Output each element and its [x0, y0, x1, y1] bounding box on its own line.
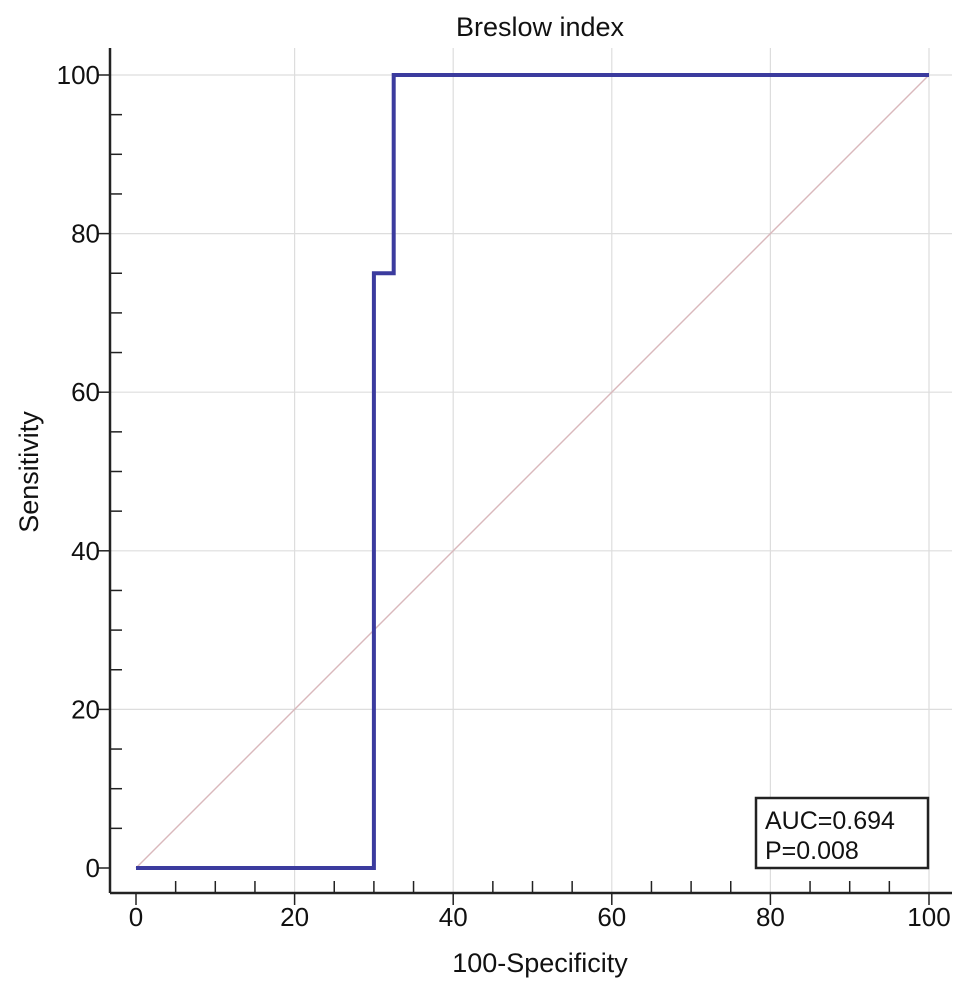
axes [98, 48, 952, 905]
y-tick-label-80: 80 [71, 219, 100, 249]
x-axis-label: 100-Specificity [452, 948, 628, 978]
chart-title: Breslow index [456, 12, 625, 42]
auc-value: AUC=0.694 [765, 807, 895, 835]
auc-annotation-box: AUC=0.694 P=0.008 [754, 796, 930, 870]
y-tick-label-40: 40 [71, 536, 100, 566]
reference-line-layer [135, 74, 930, 869]
roc-curve-layer [136, 73, 929, 870]
y-tick-label-20: 20 [71, 694, 100, 724]
tick-labels: 0 20 40 60 80 100 0 20 40 60 80 100 [57, 60, 951, 932]
roc-curve-line [136, 73, 929, 870]
reference-diagonal-line [135, 74, 930, 869]
x-tick-label-80: 80 [756, 902, 785, 932]
x-tick-label-40: 40 [439, 902, 468, 932]
x-tick-label-60: 60 [597, 902, 626, 932]
y-tick-label-100: 100 [57, 60, 100, 90]
grid [110, 48, 952, 893]
y-axis-label: Sensitivity [14, 411, 44, 533]
x-tick-label-0: 0 [129, 902, 143, 932]
x-tick-label-20: 20 [280, 902, 309, 932]
p-value: P=0.008 [765, 837, 859, 865]
annotation-border [754, 796, 930, 870]
y-tick-label-0: 0 [86, 853, 100, 883]
y-tick-label-60: 60 [71, 377, 100, 407]
x-tick-label-100: 100 [907, 902, 950, 932]
